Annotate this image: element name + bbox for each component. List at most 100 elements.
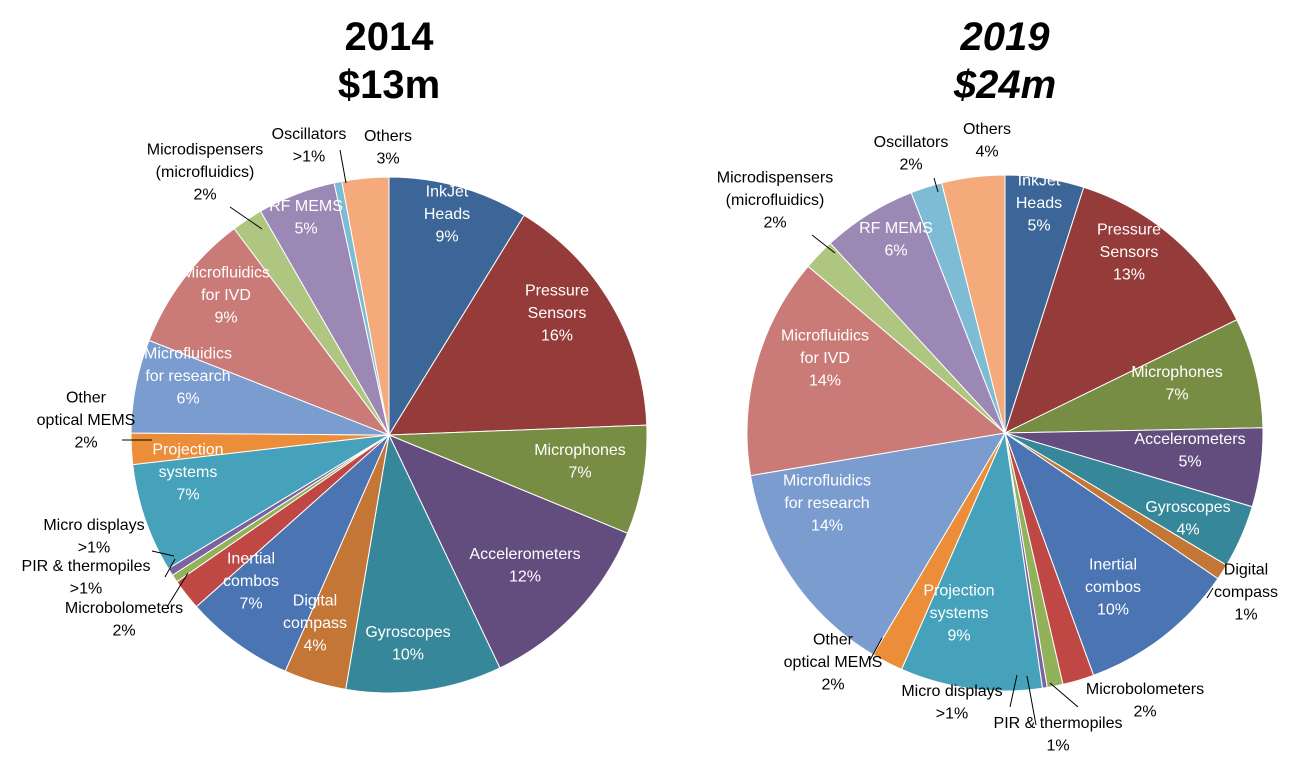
slice-label-gyroscopes: Gyroscopes 10%: [365, 624, 450, 664]
slice-label-line: Pressure: [525, 283, 589, 300]
slice-label-line: Gyroscopes: [1145, 499, 1230, 516]
slice-label-line: 5%: [1178, 453, 1201, 470]
leader-line-microdispensers-microfluidics: [811, 234, 836, 254]
slice-label-microdispensers-microfluidics: Microdispensers (microfluidics) 2%: [717, 170, 833, 232]
slice-label-line: Other: [66, 390, 107, 407]
slice-label-projection-systems: Projection systems 7%: [152, 442, 223, 504]
slice-label-line: Inertial: [1089, 557, 1137, 574]
slice-label-line: Microdispensers: [147, 142, 263, 159]
slice-label-line: >1%: [293, 148, 325, 165]
slice-label-oscillators: Oscillators 2%: [874, 134, 949, 174]
pie-slice-projection-systems: [900, 431, 1044, 692]
slice-label-line: >1%: [936, 705, 968, 722]
slice-label-line: Microdispensers: [717, 170, 833, 187]
slice-label-microfluidics-for-research: Microfluidics for research 6%: [144, 346, 232, 408]
pie-slice-microfluidics-for-ivd: [148, 227, 391, 437]
slice-label-inertial-combos: Inertial combos 7%: [223, 551, 279, 613]
leader-line-pir-thermopiles: [164, 558, 176, 578]
leader-line-digital-compass: [1206, 587, 1214, 599]
slice-label-line: 7%: [568, 464, 591, 481]
slice-label-line: compass: [1214, 584, 1278, 601]
slice-label-line: 2%: [74, 435, 97, 452]
slice-label-line: Heads: [1016, 195, 1062, 212]
slice-label-micro-displays: Micro displays >1%: [43, 517, 144, 557]
slice-label-line: InkJet: [1018, 173, 1061, 190]
slice-label-microphones: Microphones 7%: [534, 442, 626, 482]
chart-2019-title-value: $24m: [953, 63, 1056, 107]
pie-chart-2014: InkJet Heads 9% Pressure Sensors 16% Microphon…: [22, 126, 648, 694]
slice-label-line: 7%: [176, 487, 199, 504]
slice-label-line: 2%: [821, 677, 844, 694]
slice-label-other-optical-mems: Other optical MEMS 2%: [37, 390, 136, 452]
pie-slice-others: [341, 176, 390, 436]
slice-label-line: Projection: [152, 442, 223, 459]
slice-label-line: 10%: [1097, 602, 1129, 619]
pie-slice-inkjet-heads: [388, 176, 525, 437]
slice-label-line: RF MEMS: [269, 198, 343, 215]
slice-label-line: 2%: [899, 156, 922, 173]
slice-label-line: 14%: [811, 518, 843, 535]
slice-label-projection-systems: Projection systems 9%: [923, 583, 994, 645]
pie-slice-projection-systems: [132, 434, 390, 570]
slice-label-line: Sensors: [1100, 244, 1159, 261]
slice-label-digital-compass: Digital compass 1%: [1214, 562, 1278, 624]
slice-label-line: >1%: [78, 539, 110, 556]
slice-label-line: Pressure: [1097, 222, 1161, 239]
slice-label-line: Digital: [293, 593, 337, 610]
slice-label-inertial-combos: Inertial combos 10%: [1085, 557, 1141, 619]
slice-label-line: 12%: [509, 568, 541, 585]
slice-label-line: Microphones: [534, 442, 626, 459]
pie-slice-accelerometers: [387, 434, 629, 669]
slice-label-rf-mems: RF MEMS 5%: [269, 198, 343, 238]
slice-label-others: Others 3%: [364, 128, 412, 168]
slice-label-line: Inertial: [227, 551, 275, 568]
slice-label-line: compass: [283, 615, 347, 632]
pie-slice-microphones: [1004, 319, 1264, 434]
slice-label-line: Microphones: [1131, 364, 1223, 381]
leader-line-microbolometers: [1049, 682, 1079, 708]
slice-label-line: for research: [145, 368, 230, 385]
slice-label-line: 6%: [884, 242, 907, 259]
slice-label-line: 9%: [947, 628, 970, 645]
slice-label-line: 2%: [1133, 703, 1156, 720]
slice-label-line: 4%: [1176, 521, 1199, 538]
slice-label-gyroscopes: Gyroscopes 4%: [1145, 499, 1230, 539]
slice-label-line: Gyroscopes: [365, 624, 450, 641]
slice-label-line: PIR & thermopiles: [994, 715, 1123, 732]
slice-label-line: combos: [223, 573, 279, 590]
slice-label-line: Micro displays: [901, 683, 1002, 700]
slice-label-microbolometers: Microbolometers 2%: [1086, 681, 1204, 721]
pie-slice-gyroscopes: [345, 433, 501, 694]
slice-label-line: optical MEMS: [37, 412, 136, 429]
slice-label-microfluidics-for-ivd: Microfluidics for IVD 14%: [781, 328, 869, 390]
slice-label-line: 6%: [176, 391, 199, 408]
slice-label-line: for IVD: [800, 350, 850, 367]
slice-label-line: 14%: [809, 373, 841, 390]
slice-label-inkjet-heads: InkJet Heads 9%: [424, 184, 470, 246]
slice-label-line: for IVD: [201, 287, 251, 304]
pie-chart-2019: InkJet Heads 5% Pressure Sensors 13% Microphon…: [717, 121, 1278, 754]
slice-label-line: 13%: [1113, 267, 1145, 284]
slice-label-pressure-sensors: Pressure Sensors 13%: [1097, 222, 1161, 284]
slice-label-line: Sensors: [528, 305, 587, 322]
chart-2014-title-value: $13m: [338, 63, 440, 107]
leader-line-microdispensers-microfluidics: [229, 206, 263, 230]
pie-slice-pressure-sensors: [1004, 186, 1238, 434]
pie-slice-others: [941, 174, 1006, 434]
slice-label-line: 4%: [303, 638, 326, 655]
slice-label-digital-compass: Digital compass 4%: [283, 593, 347, 655]
slice-label-pressure-sensors: Pressure Sensors 16%: [525, 283, 589, 345]
slice-label-line: 9%: [435, 229, 458, 246]
slice-label-oscillators: Oscillators >1%: [272, 126, 347, 166]
slice-label-line: Microbolometers: [1086, 681, 1204, 698]
leader-line-microbolometers: [166, 572, 189, 608]
slice-label-accelerometers: Accelerometers 5%: [1134, 431, 1245, 471]
chart-2014-title-year: 2014: [345, 15, 435, 59]
slice-label-line: >1%: [70, 580, 102, 597]
slice-label-line: 1%: [1046, 737, 1069, 754]
slice-label-line: 16%: [541, 328, 573, 345]
slice-label-line: Accelerometers: [1134, 431, 1245, 448]
chart-2019-title-year: 2019: [960, 15, 1051, 59]
slice-label-line: Projection: [923, 583, 994, 600]
leader-line-oscillators: [933, 177, 939, 193]
